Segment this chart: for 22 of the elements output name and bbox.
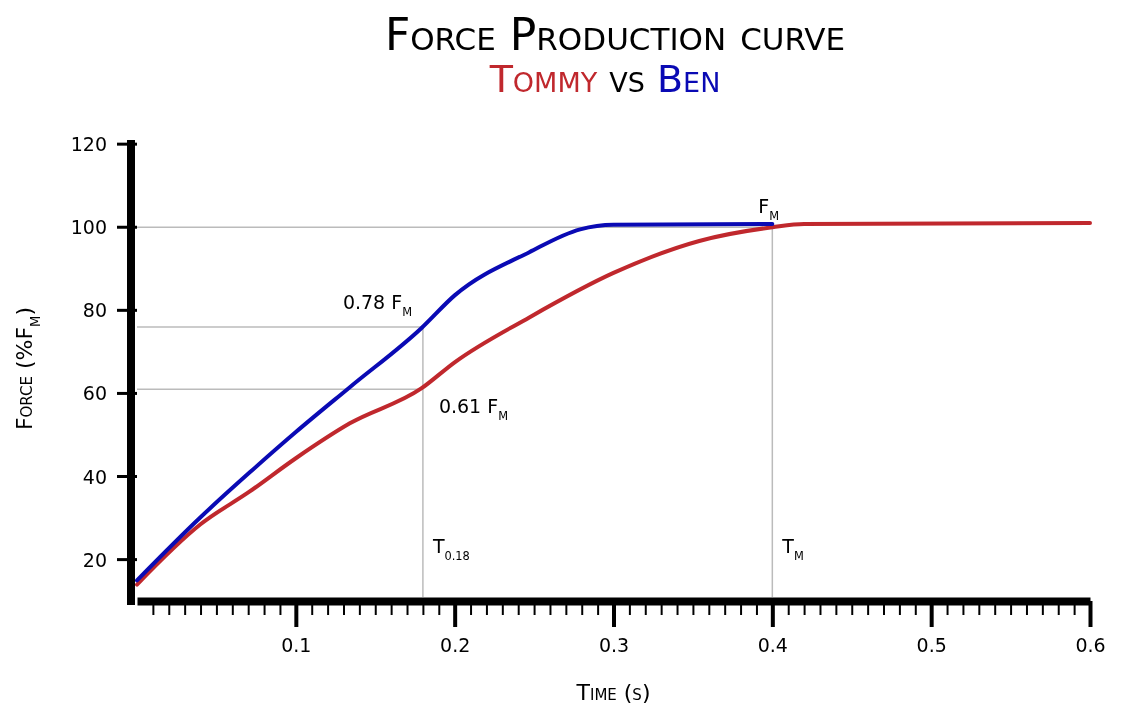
- x-tick-label: 0.5: [916, 634, 947, 657]
- chart-title: Force Production curve: [384, 9, 846, 60]
- ref-line-label: F$_{M}$: [758, 195, 780, 224]
- y-tick-label: 20: [82, 548, 107, 571]
- ref-line-label: T$_{M}$: [781, 535, 804, 563]
- y-tick-label: 120: [70, 133, 107, 156]
- y-tick-label: 60: [82, 382, 107, 405]
- text: Ben: [657, 57, 721, 101]
- x-tick-label: 0.2: [440, 634, 471, 657]
- ref-line-label: 0.78 F$_{M}$: [342, 290, 413, 319]
- ref-line-label: 0.61 F$_{M}$: [438, 395, 509, 424]
- y-tick-label: 100: [70, 216, 107, 239]
- chart-subtitle: vs: [597, 57, 658, 101]
- x-tick-label: 0.6: [1075, 634, 1106, 657]
- x-axis-title: Time (s): [575, 680, 651, 705]
- ref-line-label: T$_{0.18}$: [431, 535, 470, 563]
- x-tick-label: 0.1: [281, 634, 312, 657]
- x-tick-label: 0.4: [757, 634, 788, 657]
- y-tick-label: 40: [82, 465, 107, 488]
- y-tick-label: 80: [82, 299, 107, 322]
- text: Tommy: [488, 57, 598, 101]
- x-tick-label: 0.3: [598, 634, 630, 657]
